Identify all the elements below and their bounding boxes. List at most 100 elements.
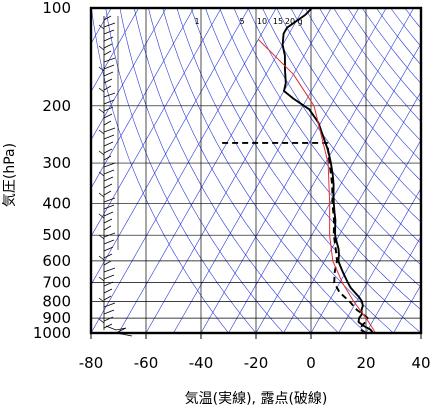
dry-adiabat-line (162, 8, 367, 333)
isotherm-line (283, 91, 421, 333)
isotherm-line (420, 332, 421, 333)
wind-barb (98, 276, 105, 282)
y-tick-label: 100 (42, 0, 71, 17)
mixing-ratio-label: 15 (273, 17, 283, 26)
wind-barb (103, 36, 114, 42)
wind-barb (103, 246, 114, 252)
wind-barb (98, 318, 105, 324)
y-tick-label: 900 (42, 309, 71, 327)
isotherm-line (145, 8, 332, 333)
wind-barb (98, 129, 105, 135)
y-tick-label: 300 (42, 154, 71, 172)
wind-barb (98, 171, 105, 177)
wind-barb (103, 106, 114, 112)
isotherm-line (91, 8, 140, 93)
isotherm-line (200, 8, 387, 333)
wind-barb (98, 45, 105, 51)
wind-barb (103, 267, 116, 273)
wind-barb (103, 92, 116, 98)
wind-barb (103, 64, 115, 70)
dry-adiabat-line (190, 8, 421, 333)
isotherm-line (173, 8, 360, 333)
mixing-ratio-label: 5 (239, 17, 244, 26)
wind-barb (103, 57, 116, 63)
wind-barb (103, 225, 112, 231)
dry-adiabat-line (91, 8, 229, 333)
y-tick-label: 600 (42, 252, 71, 270)
wind-barb (103, 113, 113, 119)
wind-barb (103, 78, 113, 84)
reference-profile-line (257, 39, 377, 333)
isotherm-line (91, 8, 195, 189)
y-tick-label: 500 (42, 226, 71, 244)
x-tick-label: 20 (356, 354, 375, 372)
wind-barb (103, 218, 113, 224)
wind-barb (103, 239, 115, 245)
wind-barb (103, 50, 112, 56)
wind-barb (98, 213, 105, 219)
mixing-ratio-label: 20 (285, 17, 295, 26)
x-tick-label: -80 (79, 354, 104, 372)
dry-adiabat-line (304, 8, 421, 162)
wind-barb (103, 162, 116, 168)
wind-barb (98, 66, 105, 72)
dry-adiabat-line (247, 8, 421, 244)
isotherm-line (91, 8, 250, 286)
dry-adiabat-line (276, 8, 421, 202)
grid-layer: 1 5 10 15 20 g (91, 8, 421, 333)
temperature-line (281, 8, 374, 333)
wind-barb (103, 183, 113, 189)
dry-adiabat-line (319, 8, 421, 142)
wind-barb (98, 192, 105, 198)
isotherm-line (228, 8, 415, 333)
wind-barb (103, 316, 114, 322)
y-tick-label: 1000 (33, 324, 71, 342)
wind-barb (103, 260, 112, 266)
x-tick-label: -20 (244, 354, 269, 372)
dry-adiabat-line (219, 8, 421, 288)
wind-barb (98, 150, 105, 156)
dewpoint-line (221, 141, 369, 333)
isotherm-line (91, 8, 222, 238)
wind-barb (103, 134, 115, 140)
wind-barb (103, 190, 112, 196)
wind-barb (103, 99, 115, 105)
wind-barb (103, 120, 112, 126)
x-tick-label: 0 (306, 354, 316, 372)
wind-barb (103, 127, 116, 133)
wind-barb (105, 325, 133, 337)
x-tick-label: -40 (189, 354, 214, 372)
dry-adiabat-line (205, 8, 421, 311)
wind-barb (98, 297, 105, 303)
y-tick-label: 200 (42, 97, 71, 115)
wind-barb (103, 232, 116, 238)
wind-barb (103, 155, 112, 161)
y-axis-title: 気圧(hPa) (2, 143, 18, 207)
wind-barb (98, 108, 105, 114)
wind-barb (98, 255, 105, 261)
dry-adiabat-line (105, 8, 257, 333)
isotherm-line (310, 139, 421, 333)
wind-barb (103, 288, 113, 294)
wind-barb (103, 85, 112, 91)
isotherm-line (365, 235, 421, 333)
wind-barb (103, 323, 113, 329)
x-tick-label: 40 (411, 354, 430, 372)
wind-barb (103, 22, 116, 28)
wind-barb (103, 15, 112, 21)
wind-barb (98, 234, 105, 240)
y-tick-label: 700 (42, 274, 71, 292)
wind-barb (103, 71, 114, 77)
wind-barb (103, 169, 115, 175)
wind-barb (103, 148, 113, 154)
dry-adiabat-line (133, 8, 312, 333)
dry-adiabat-line (233, 8, 421, 266)
wind-barb (103, 281, 114, 287)
dry-adiabat-line (290, 8, 421, 182)
y-tick-label: 800 (42, 293, 71, 311)
wind-barb (103, 309, 115, 315)
wind-barb (103, 43, 113, 49)
wind-barb (103, 176, 114, 182)
